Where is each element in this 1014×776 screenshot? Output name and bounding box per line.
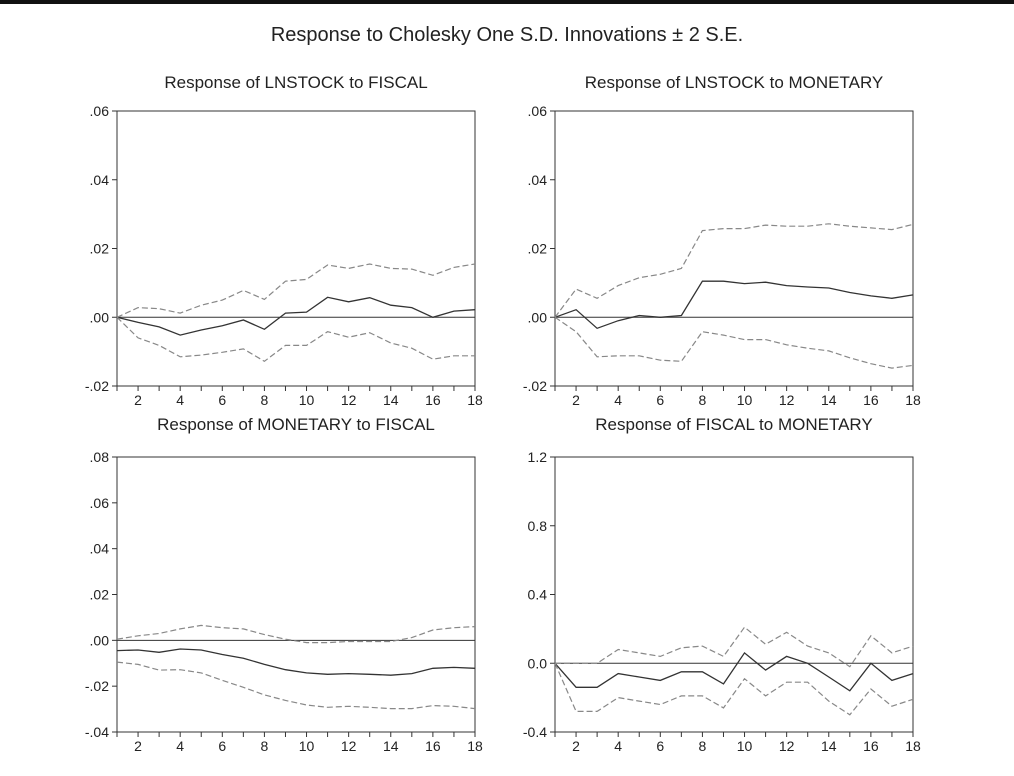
response-line (116, 648, 476, 676)
y-tick-label: .02 (90, 241, 110, 257)
x-tick-label: 2 (572, 392, 580, 408)
x-tick-label: 10 (299, 738, 315, 754)
y-tick-label: .06 (528, 103, 548, 119)
y-tick-label: 0.4 (528, 587, 548, 603)
x-tick-label: 6 (218, 392, 226, 408)
panel-title: Response of LNSTOCK to FISCAL (164, 73, 427, 92)
x-tick-label: 10 (737, 392, 753, 408)
plot-frame (116, 110, 476, 387)
x-tick-label: 8 (261, 738, 269, 754)
x-tick-label: 8 (699, 392, 707, 408)
y-tick-label: .00 (528, 309, 548, 325)
x-tick-label: 14 (821, 738, 837, 754)
panel-title: Response of FISCAL to MONETARY (595, 415, 872, 434)
upper-band-line (555, 626, 914, 668)
response-line (554, 280, 914, 330)
x-tick-label: 8 (261, 392, 269, 408)
y-tick-label: .06 (90, 103, 110, 119)
panel-title: Response of MONETARY to FISCAL (157, 415, 435, 434)
x-tick-label: 18 (905, 738, 921, 754)
x-tick-label: 4 (176, 738, 184, 754)
x-tick-label: 16 (863, 392, 879, 408)
y-tick-label: -.02 (85, 678, 109, 694)
x-tick-label: 12 (341, 738, 357, 754)
y-tick-label: .08 (90, 449, 110, 465)
y-tick-label: 0.0 (528, 655, 548, 671)
x-tick-label: 4 (176, 392, 184, 408)
x-tick-label: 6 (218, 738, 226, 754)
lower-band-line (554, 316, 914, 369)
x-tick-label: 2 (134, 738, 142, 754)
y-tick-label: 1.2 (528, 449, 548, 465)
plot-frame (116, 456, 476, 733)
y-tick-label: -0.4 (523, 724, 547, 740)
x-tick-label: 2 (572, 738, 580, 754)
chart-panel-1: Response of LNSTOCK to FISCAL .06 .04 .02 .0… (85, 73, 483, 408)
x-tick-label: 14 (383, 738, 399, 754)
lower-band-line (116, 661, 476, 710)
x-tick-label: 16 (425, 392, 441, 408)
top-border (0, 0, 1014, 4)
plot-frame (554, 456, 914, 733)
x-tick-label: 4 (614, 392, 622, 408)
chart-panel-4: Response of FISCAL to MONETARY 1.2 0.8 0.4 0… (523, 415, 921, 754)
chart-panel-2: Response of LNSTOCK to MONETARY .06 .04 .02… (523, 73, 921, 408)
y-tick-label: -.02 (523, 378, 547, 394)
x-tick-label: 12 (779, 392, 795, 408)
y-tick-label: -.02 (85, 378, 109, 394)
plot-frame (554, 110, 914, 387)
x-tick-label: 16 (425, 738, 441, 754)
y-tick-label: .02 (90, 587, 110, 603)
response-line (554, 651, 914, 692)
y-tick-label: .04 (90, 541, 110, 557)
x-tick-label: 10 (737, 738, 753, 754)
y-tick-label: -.04 (85, 724, 109, 740)
x-tick-label: 14 (383, 392, 399, 408)
response-line (116, 296, 476, 336)
upper-band-line (554, 223, 914, 318)
chart-panel-3: Response of MONETARY to FISCAL .08 .06 .04.… (85, 415, 483, 754)
figure-title: Response to Cholesky One S.D. Innovation… (270, 24, 744, 46)
x-tick-label: 8 (699, 738, 707, 754)
x-tick-label: 6 (656, 392, 664, 408)
y-tick-label: .04 (528, 172, 548, 188)
panel-title: Response of LNSTOCK to MONETARY (585, 73, 884, 92)
y-tick-label: .00 (90, 632, 110, 648)
y-tick-label: 0.8 (528, 518, 548, 534)
lower-band-line (554, 663, 914, 716)
x-tick-label: 2 (134, 392, 142, 408)
x-tick-label: 12 (341, 392, 357, 408)
x-tick-label: 4 (614, 738, 622, 754)
y-tick-label: .02 (528, 241, 548, 257)
x-tick-label: 10 (299, 392, 315, 408)
lower-band-line (116, 316, 475, 363)
x-tick-label: 16 (863, 738, 879, 754)
x-tick-label: 14 (821, 392, 837, 408)
upper-band-line (116, 624, 476, 644)
x-tick-label: 18 (467, 738, 483, 754)
y-tick-label: .00 (90, 309, 110, 325)
x-tick-label: 12 (779, 738, 795, 754)
y-tick-label: .06 (90, 495, 110, 511)
x-tick-label: 18 (467, 392, 483, 408)
x-tick-label: 18 (905, 392, 921, 408)
y-tick-label: .04 (90, 172, 110, 188)
x-tick-label: 6 (656, 738, 664, 754)
upper-band-line (116, 263, 476, 318)
